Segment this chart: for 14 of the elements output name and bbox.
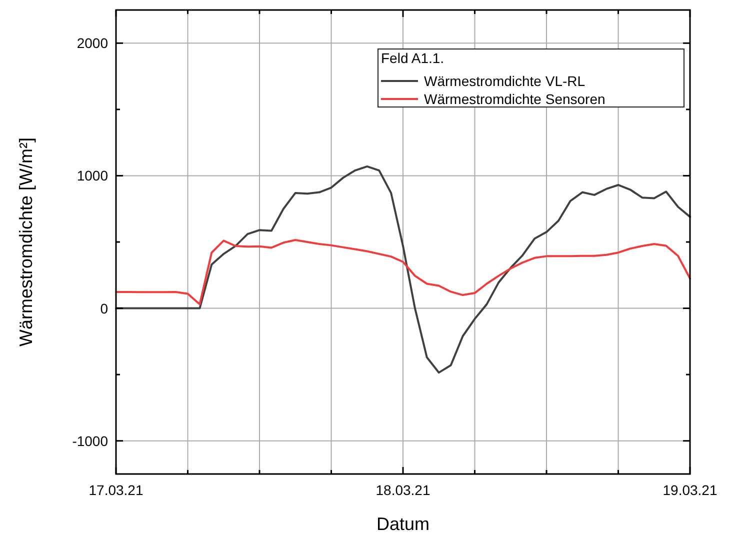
y-tick-label: 2000: [76, 35, 108, 52]
y-tick-label: 1000: [76, 168, 108, 184]
legend-label: Wärmestromdichte VL-RL: [424, 73, 586, 89]
line-series: [115, 165, 691, 374]
legend-title: Feld A1.1.: [381, 50, 444, 66]
x-tick-label: 17.03.21: [88, 482, 144, 498]
y-axis-title: Wärmestromdichte [W/m²]: [16, 137, 36, 347]
line-series: [115, 239, 691, 306]
legend-label: Wärmestromdichte Sensoren: [424, 91, 606, 107]
y-tick-label: -1000: [72, 432, 108, 449]
x-tick-label: 18.03.21: [376, 482, 430, 498]
y-tick-label: 0: [100, 300, 108, 316]
x-axis-title: Datum: [376, 514, 430, 534]
x-tick-label: 19.03.21: [662, 482, 718, 498]
